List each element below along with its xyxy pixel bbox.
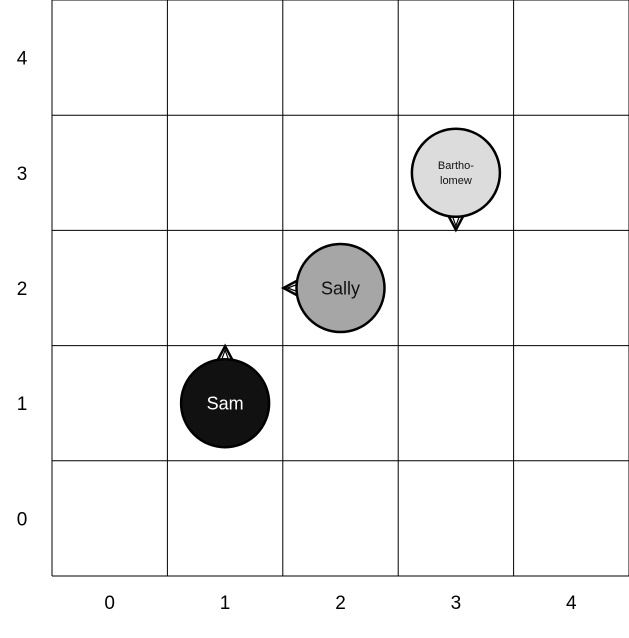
x-axis-label-2: 2	[335, 593, 346, 614]
x-axis-label-1: 1	[220, 593, 231, 614]
agent-sam-circle	[179, 357, 271, 449]
agent-bartholomew-label: Bartho-	[438, 160, 474, 172]
agent-sally-circle	[295, 242, 386, 334]
y-axis-label-2: 2	[17, 279, 28, 300]
agent-bartholomew-circle	[410, 127, 502, 219]
x-axis-labels: 0 1 2 3 4	[104, 593, 577, 614]
facing-left-arrow-icon	[280, 278, 300, 298]
agents: Sam Sally Bartho-lomew	[179, 127, 502, 449]
agent-bartholomew: Bartho-lomew	[410, 127, 502, 233]
x-axis-label-0: 0	[104, 593, 115, 614]
grid-lines	[51, 0, 629, 577]
agent-sally: Sally	[280, 242, 386, 334]
y-axis-label-0: 0	[17, 509, 28, 530]
facing-down-arrow-icon	[446, 214, 466, 233]
y-axis-label-3: 3	[17, 164, 28, 185]
agent-sam-label: Sam	[207, 394, 244, 414]
y-axis-label-4: 4	[17, 49, 28, 70]
agent-bartholomew-label: lomew	[440, 175, 472, 187]
agent-sally-label: Sally	[321, 278, 360, 298]
y-axis-labels: 0 1 2 3 4	[17, 49, 28, 531]
y-axis-label-1: 1	[17, 394, 28, 415]
agent-sam: Sam	[179, 343, 271, 449]
x-axis-label-3: 3	[451, 593, 462, 614]
facing-up-arrow-icon	[215, 343, 235, 362]
x-axis-label-4: 4	[566, 593, 577, 614]
